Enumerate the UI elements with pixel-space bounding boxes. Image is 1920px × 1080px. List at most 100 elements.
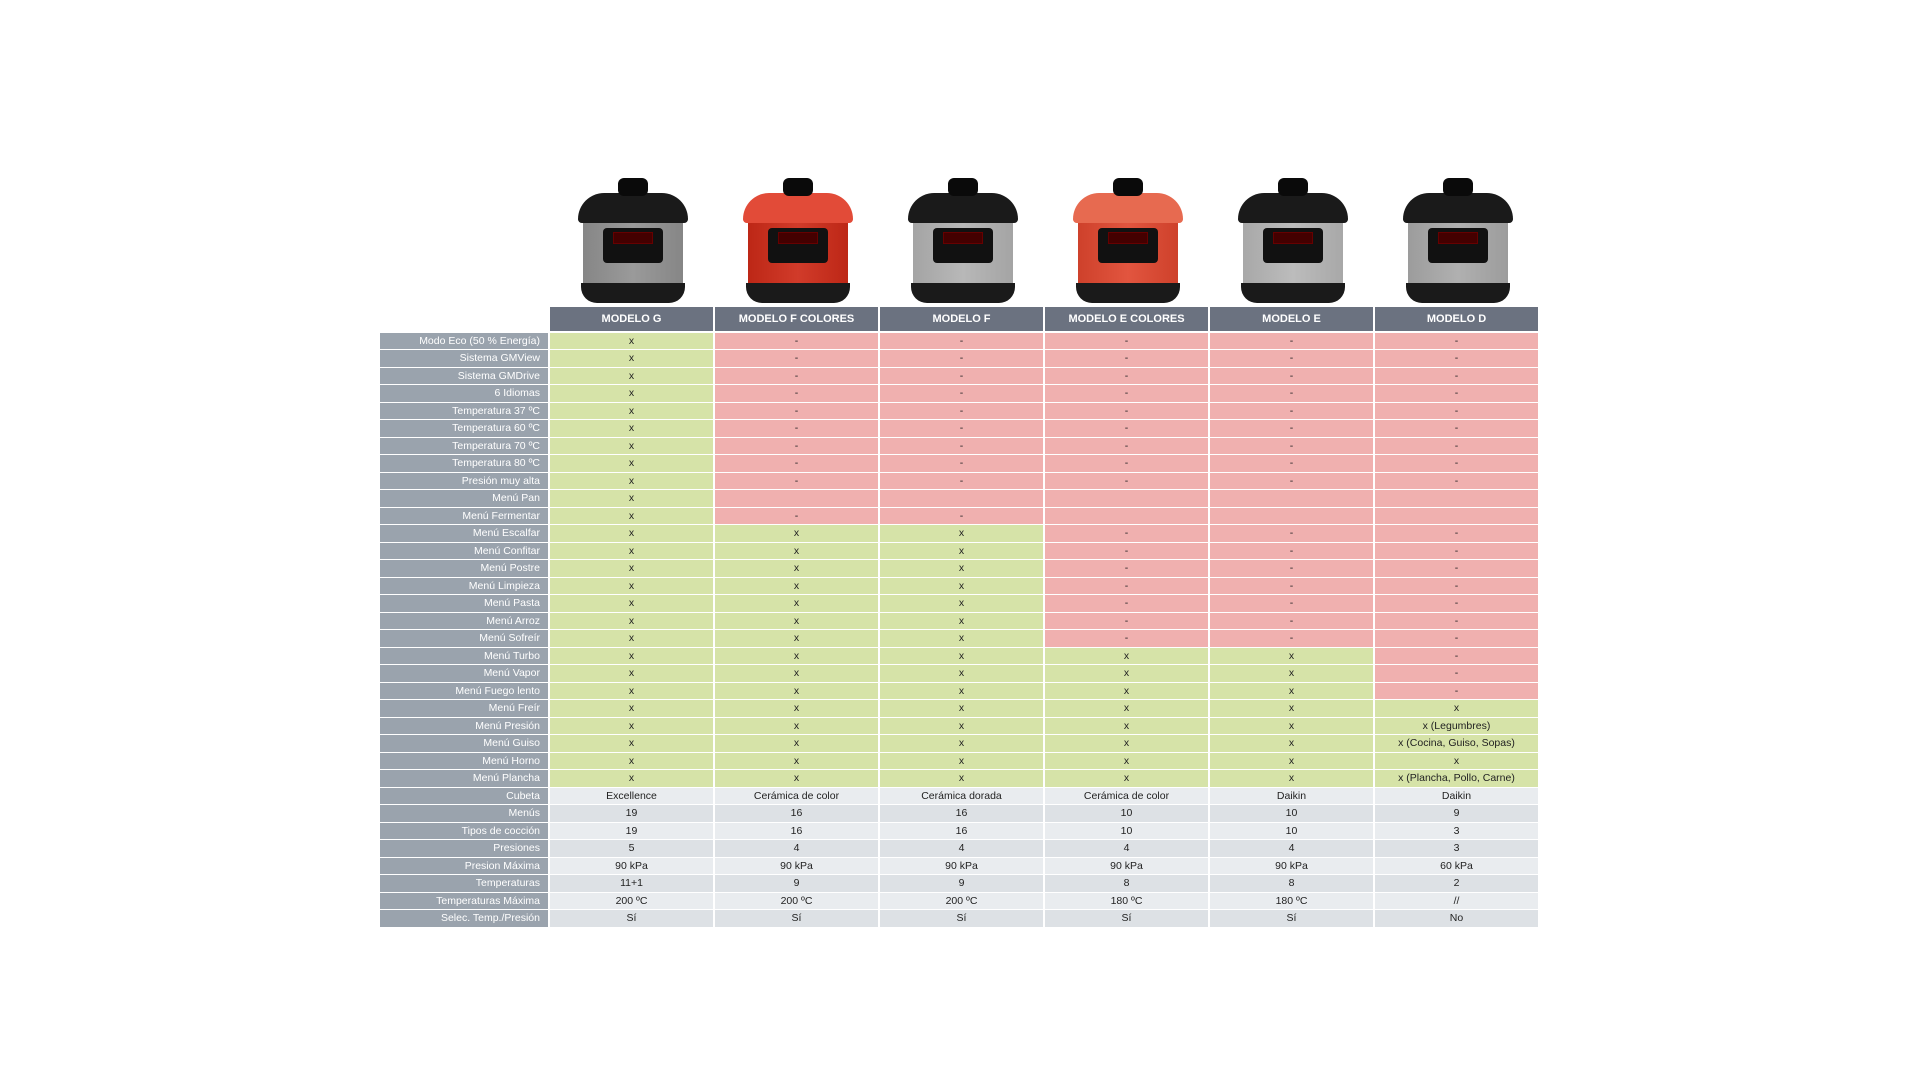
table-row: Menú Postrexxx--- (380, 560, 1540, 577)
table-cell: x (1045, 683, 1208, 700)
table-row: Temperaturas Máxima200 ºC200 ºC200 ºC180… (380, 893, 1540, 910)
table-row: Sistema GMDrivex----- (380, 368, 1540, 385)
table-cell: x (1045, 753, 1208, 770)
table-cell: - (1375, 648, 1538, 665)
row-label: Temperatura 60 ºC (380, 420, 548, 437)
table-cell: - (1375, 420, 1538, 437)
table-cell: - (1375, 613, 1538, 630)
row-label: Modo Eco (50 % Energía) (380, 333, 548, 350)
table-cell: Sí (715, 910, 878, 927)
table-cell (1210, 490, 1373, 507)
table-cell: x (715, 735, 878, 752)
table-cell: x (715, 613, 878, 630)
table-row: Menú Escalfarxxx--- (380, 525, 1540, 542)
table-cell: - (715, 368, 878, 385)
table-cell: Excellence (550, 788, 713, 805)
table-cell: // (1375, 893, 1538, 910)
table-cell: 90 kPa (880, 858, 1043, 875)
table-cell: - (1045, 350, 1208, 367)
table-cell: Cerámica de color (715, 788, 878, 805)
table-cell (1045, 508, 1208, 525)
table-cell (1045, 490, 1208, 507)
row-label: Temperatura 37 ºC (380, 403, 548, 420)
table-cell: - (1375, 473, 1538, 490)
table-cell: x (1045, 735, 1208, 752)
row-label: 6 Idiomas (380, 385, 548, 402)
table-cell: x (550, 420, 713, 437)
table-cell: Cerámica dorada (880, 788, 1043, 805)
table-cell: - (1045, 368, 1208, 385)
table-cell: - (1375, 403, 1538, 420)
table-cell: x (1375, 700, 1538, 717)
table-row: 6 Idiomasx----- (380, 385, 1540, 402)
table-row: Menú Fermentarx-- (380, 508, 1540, 525)
table-row: Menú Confitarxxx--- (380, 543, 1540, 560)
row-label: Menú Guiso (380, 735, 548, 752)
table-cell: x (1210, 700, 1373, 717)
table-cell: x (880, 578, 1043, 595)
table-cell: x (715, 700, 878, 717)
table-row: Temperatura 60 ºCx----- (380, 420, 1540, 437)
table-cell: - (1375, 368, 1538, 385)
table-cell: 2 (1375, 875, 1538, 892)
model-header: MODELO G (550, 307, 713, 331)
table-cell: x (550, 735, 713, 752)
table-row: Menú Panx (380, 490, 1540, 507)
table-cell: - (1375, 525, 1538, 542)
table-row: Menú Limpiezaxxx--- (380, 578, 1540, 595)
table-row: Sistema GMViewx----- (380, 350, 1540, 367)
table-cell: - (1210, 595, 1373, 612)
table-cell: x (550, 683, 713, 700)
table-cell: 90 kPa (715, 858, 878, 875)
table-cell: - (1045, 333, 1208, 350)
table-cell: x (880, 700, 1043, 717)
table-cell: - (1210, 455, 1373, 472)
table-cell: x (1045, 770, 1208, 787)
table-cell: x (880, 753, 1043, 770)
table-cell: x (550, 543, 713, 560)
table-cell: 8 (1045, 875, 1208, 892)
table-cell: x (715, 718, 878, 735)
table-cell: - (715, 455, 878, 472)
table-row: CubetaExcellenceCerámica de colorCerámic… (380, 788, 1540, 805)
table-cell: x (550, 455, 713, 472)
table-cell: x (715, 560, 878, 577)
table-cell: x (550, 438, 713, 455)
table-cell: x (550, 770, 713, 787)
table-cell: 4 (715, 840, 878, 857)
table-cell: x (715, 525, 878, 542)
table-cell: 10 (1210, 805, 1373, 822)
table-cell: - (1045, 455, 1208, 472)
product-image (1045, 153, 1210, 303)
table-cell: Sí (880, 910, 1043, 927)
table-cell: - (1045, 560, 1208, 577)
product-image (1210, 153, 1375, 303)
table-cell: x (1210, 753, 1373, 770)
table-cell: x (550, 385, 713, 402)
table-cell: 19 (550, 805, 713, 822)
row-label: Sistema GMView (380, 350, 548, 367)
row-label: Cubeta (380, 788, 548, 805)
table-cell: x (715, 753, 878, 770)
row-label: Menú Fuego lento (380, 683, 548, 700)
table-cell: - (880, 333, 1043, 350)
comparison-table: Modo Eco (50 % Energía)x-----Sistema GMV… (380, 333, 1540, 927)
table-row: Menú Turboxxxxx- (380, 648, 1540, 665)
row-label: Menú Escalfar (380, 525, 548, 542)
row-label: Presión muy alta (380, 473, 548, 490)
cooker-icon (1398, 173, 1518, 303)
table-cell: - (880, 420, 1043, 437)
table-cell: Sí (1045, 910, 1208, 927)
row-label: Menús (380, 805, 548, 822)
model-header: MODELO D (1375, 307, 1538, 331)
table-cell: 16 (715, 805, 878, 822)
table-cell: - (1210, 368, 1373, 385)
table-cell: x (550, 630, 713, 647)
table-cell: x (Cocina, Guiso, Sopas) (1375, 735, 1538, 752)
table-cell: 11+1 (550, 875, 713, 892)
table-cell: 4 (1045, 840, 1208, 857)
row-label: Tipos de cocción (380, 823, 548, 840)
row-label: Menú Postre (380, 560, 548, 577)
table-cell: - (880, 385, 1043, 402)
table-row: Menú Vaporxxxxx- (380, 665, 1540, 682)
